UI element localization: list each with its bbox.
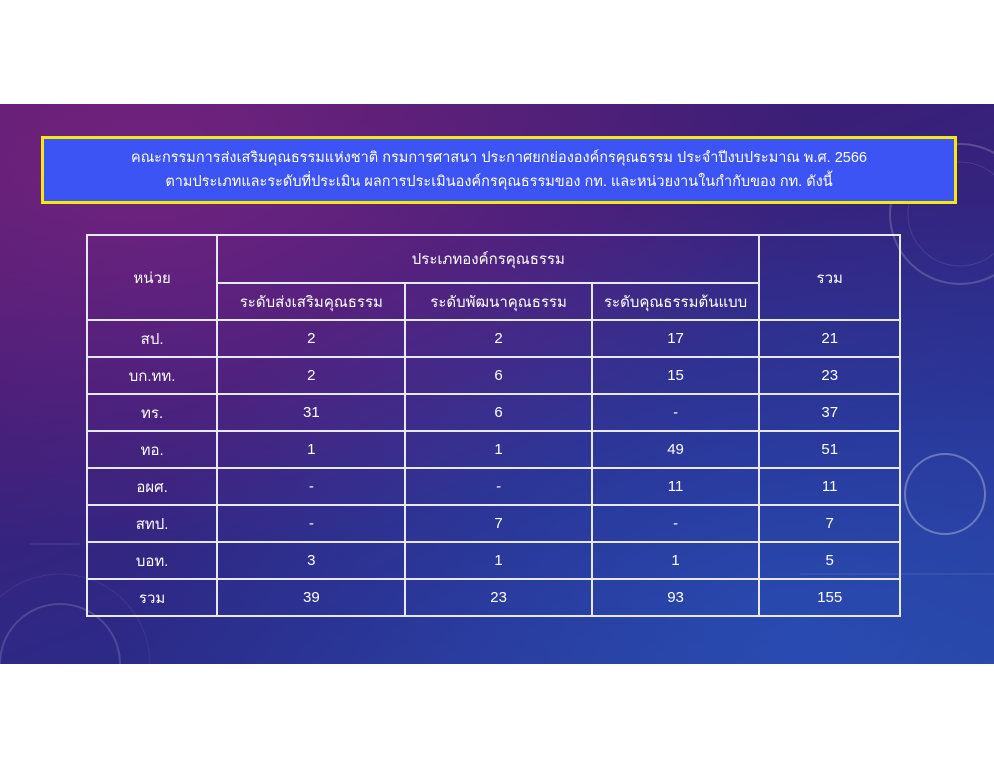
cell-promote: - xyxy=(216,467,407,506)
subheader-model: ระดับคุณธรรมต้นแบบ xyxy=(590,282,761,321)
header-group: ประเภทองค์กรคุณธรรม xyxy=(216,234,761,284)
cell-model: 15 xyxy=(590,356,761,395)
header-unit: หน่วย xyxy=(85,234,219,321)
cell-unit: บก.ทท. xyxy=(85,356,219,395)
cell-unit: ทร. xyxy=(85,393,219,432)
cell-model: 1 xyxy=(590,541,761,580)
cell-promote: 3 xyxy=(216,541,407,580)
title-line-2: ตามประเภทและระดับที่ประเมิน ผลการประเมิน… xyxy=(165,174,833,190)
cell-promote: 2 xyxy=(216,356,407,395)
header-total: รวม xyxy=(758,234,901,321)
cell-promote: - xyxy=(216,504,407,543)
table-subheader-row: ระดับส่งเสริมคุณธรรม ระดับพัฒนาคุณธรรม ร… xyxy=(87,282,900,321)
cell-promote: 31 xyxy=(216,393,407,432)
table-row: สป. 2 2 17 21 xyxy=(85,319,901,358)
cell-develop: 1 xyxy=(404,541,593,580)
cell-develop: 7 xyxy=(404,504,593,543)
cell-model: 49 xyxy=(590,430,761,469)
cell-total: 11 xyxy=(758,467,901,506)
stats-table: หน่วย ประเภทองค์กรคุณธรรม รวม ระดับส่งเส… xyxy=(85,234,901,617)
subheader-develop: ระดับพัฒนาคุณธรรม xyxy=(404,282,593,321)
table-row: สทป. - 7 - 7 xyxy=(85,504,901,543)
cell-total: 155 xyxy=(758,578,901,617)
table-row: อผศ. - - 11 11 xyxy=(85,467,901,506)
cell-model: 11 xyxy=(590,467,761,506)
title-box: คณะกรรมการส่งเสริมคุณธรรมแห่งชาติ กรมการ… xyxy=(41,136,957,204)
cell-unit: สทป. xyxy=(85,504,219,543)
cell-unit: อผศ. xyxy=(85,467,219,506)
deco-circle xyxy=(904,453,986,535)
cell-promote: 1 xyxy=(216,430,407,469)
cell-model: 17 xyxy=(590,319,761,358)
cell-develop: 2 xyxy=(404,319,593,358)
cell-develop: 1 xyxy=(404,430,593,469)
cell-promote: 2 xyxy=(216,319,407,358)
cell-promote: 39 xyxy=(216,578,407,617)
cell-total: 21 xyxy=(758,319,901,358)
cell-unit: รวม xyxy=(85,578,219,617)
table-header-row: หน่วย ประเภทองค์กรคุณธรรม รวม xyxy=(85,234,901,321)
cell-develop: - xyxy=(404,467,593,506)
cell-total: 51 xyxy=(758,430,901,469)
table-row-total: รวม 39 23 93 155 xyxy=(85,578,901,617)
cell-model: 93 xyxy=(590,578,761,617)
slide: คณะกรรมการส่งเสริมคุณธรรมแห่งชาติ กรมการ… xyxy=(0,104,994,664)
cell-model: - xyxy=(590,393,761,432)
cell-total: 23 xyxy=(758,356,901,395)
cell-total: 5 xyxy=(758,541,901,580)
table-row: บก.ทท. 2 6 15 23 xyxy=(85,356,901,395)
table-row: ทอ. 1 1 49 51 xyxy=(85,430,901,469)
cell-model: - xyxy=(590,504,761,543)
cell-total: 7 xyxy=(758,504,901,543)
cell-unit: ทอ. xyxy=(85,430,219,469)
cell-unit: บอท. xyxy=(85,541,219,580)
cell-develop: 6 xyxy=(404,393,593,432)
cell-develop: 23 xyxy=(404,578,593,617)
title-line-1: คณะกรรมการส่งเสริมคุณธรรมแห่งชาติ กรมการ… xyxy=(131,150,867,166)
subheader-promote: ระดับส่งเสริมคุณธรรม xyxy=(216,282,407,321)
cell-develop: 6 xyxy=(404,356,593,395)
table-row: ทร. 31 6 - 37 xyxy=(85,393,901,432)
table-row: บอท. 3 1 1 5 xyxy=(85,541,901,580)
cell-unit: สป. xyxy=(85,319,219,358)
cell-total: 37 xyxy=(758,393,901,432)
